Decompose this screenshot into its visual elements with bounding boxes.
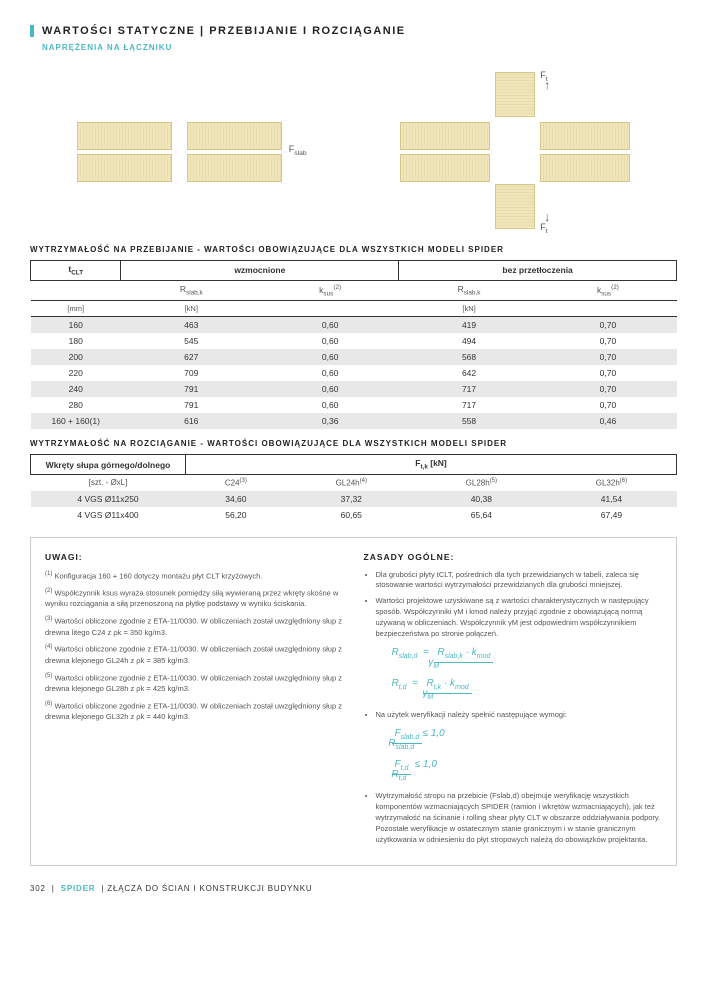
table2-caption: WYTRZYMAŁOŚĆ NA ROZCIĄGANIE - WARTOŚCI O… xyxy=(30,439,677,448)
table-tension: Wkręty słupa górnego/dolnego Ft,k [kN] [… xyxy=(30,454,677,522)
diagram-fslab: Fslab xyxy=(77,72,307,227)
page-footer: 302 | SPIDER | ZŁĄCZA DO ŚCIAN I KONSTRU… xyxy=(30,884,677,893)
label-fslab: Fslab xyxy=(289,144,307,157)
table-row: 1604630,604190,70 xyxy=(31,317,677,334)
table-row: 160 + 160(1)6160,365580,46 xyxy=(31,413,677,429)
table-row: 2006270,605680,70 xyxy=(31,349,677,365)
page-header: WARTOŚCI STATYCZNE | PRZEBIJANIE I ROZCI… xyxy=(30,25,677,52)
table-row: 2807910,607170,70 xyxy=(31,397,677,413)
table-row: 2407910,607170,70 xyxy=(31,381,677,397)
notes-zasady: ZASADY OGÓLNE: Dla grubości płyty tCLT, … xyxy=(364,552,663,851)
accent-bar xyxy=(30,25,34,37)
table-row: 4 VGS Ø11x40056,2060,6565,6467,49 xyxy=(31,507,677,523)
diagrams-row: Fslab Ft ↑ Ft ↓ xyxy=(30,72,677,227)
table-row: 4 VGS Ø11x25034,6037,3240,3841,54 xyxy=(31,491,677,507)
notes-section: UWAGI: (1) Konfiguracja 160 + 160 dotycz… xyxy=(30,537,677,866)
table-row: 2207090,606420,70 xyxy=(31,365,677,381)
table-punching: tCLT wzmocnione bez przetłoczenia Rslab,… xyxy=(30,260,677,429)
table-row: 1805450,604940,70 xyxy=(31,333,677,349)
table1-caption: WYTRZYMAŁOŚĆ NA PRZEBIJANIE - WARTOŚCI O… xyxy=(30,245,677,254)
diagram-ft: Ft ↑ Ft ↓ xyxy=(400,72,630,227)
page-title: WARTOŚCI STATYCZNE | PRZEBIJANIE I ROZCI… xyxy=(42,25,406,37)
notes-uwagi: UWAGI: (1) Konfiguracja 160 + 160 dotycz… xyxy=(45,552,344,851)
page-subtitle: NAPRĘŻENIA NA ŁĄCZNIKU xyxy=(42,43,677,52)
